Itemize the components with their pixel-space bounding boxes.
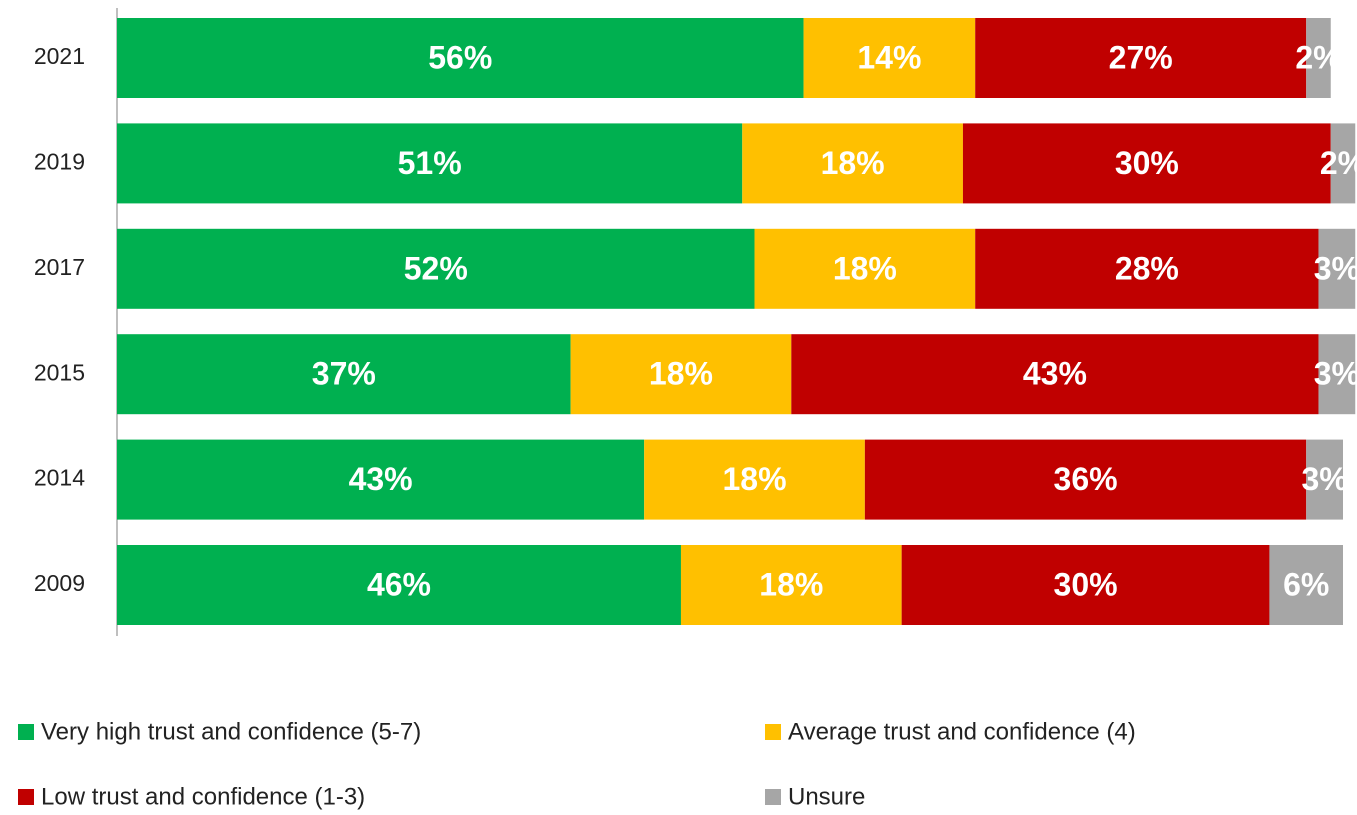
y-tick-label: 2014 (34, 465, 85, 491)
data-label: 18% (833, 250, 897, 286)
bar-segment (117, 439, 645, 520)
bar-segment (117, 228, 755, 309)
legend-label: Very high trust and confidence (5-7) (41, 718, 421, 745)
y-tick-label: 2017 (34, 254, 85, 280)
data-label: 43% (349, 461, 413, 497)
bar-segment (742, 123, 963, 204)
y-tick-label: 2019 (34, 148, 85, 174)
bar-segment (117, 18, 804, 98)
bar-segment (1269, 545, 1343, 625)
legend-label: Average trust and confidence (4) (788, 718, 1136, 745)
data-label: 6% (1283, 566, 1329, 602)
data-label: 56% (428, 39, 492, 75)
bar-segment (803, 18, 976, 98)
data-label: 43% (1023, 356, 1087, 392)
data-label: 3% (1314, 356, 1357, 392)
bar-segment (962, 123, 1331, 204)
bar-segment (644, 439, 865, 520)
bar-segment (1306, 18, 1331, 98)
legend-label: Unsure (788, 783, 865, 810)
bar-segment (975, 228, 1319, 309)
data-label: 37% (312, 356, 376, 392)
bar-segment (1318, 228, 1356, 309)
bar-segment (570, 334, 792, 415)
data-label: 30% (1115, 145, 1179, 181)
bar-segment (117, 123, 743, 204)
legend-swatch (18, 789, 34, 805)
data-label: 18% (722, 461, 786, 497)
data-label: 18% (759, 566, 823, 602)
data-label: 30% (1054, 566, 1118, 602)
y-tick-label: 2009 (34, 570, 85, 596)
data-label: 2% (1295, 39, 1341, 75)
bar-segment (117, 334, 571, 415)
bar-segment (864, 439, 1307, 520)
data-label: 3% (1301, 461, 1347, 497)
data-label: 52% (404, 250, 468, 286)
bar-segment (1330, 123, 1356, 204)
data-label: 51% (398, 145, 462, 181)
legend-swatch (765, 789, 781, 805)
bar-segment (901, 545, 1270, 625)
data-label: 28% (1115, 250, 1179, 286)
data-label: 18% (649, 356, 713, 392)
bar-segment (1318, 334, 1356, 415)
data-label: 18% (821, 145, 885, 181)
y-tick-label: 2015 (34, 359, 85, 385)
data-label: 3% (1314, 250, 1357, 286)
bar-segment (791, 334, 1319, 415)
bar-segment (117, 545, 681, 625)
bar-segment (680, 545, 902, 625)
bar-segment (754, 228, 976, 309)
data-label: 27% (1109, 39, 1173, 75)
y-tick-label: 2021 (34, 43, 85, 69)
legend-label: Low trust and confidence (1-3) (41, 783, 365, 810)
bar-segment (975, 18, 1307, 98)
data-label: 46% (367, 566, 431, 602)
legend-swatch (18, 724, 34, 740)
legend-swatch (765, 724, 781, 740)
bar-segment (1306, 439, 1343, 520)
data-label: 2% (1320, 145, 1357, 181)
data-label: 14% (857, 39, 921, 75)
data-label: 36% (1054, 461, 1118, 497)
